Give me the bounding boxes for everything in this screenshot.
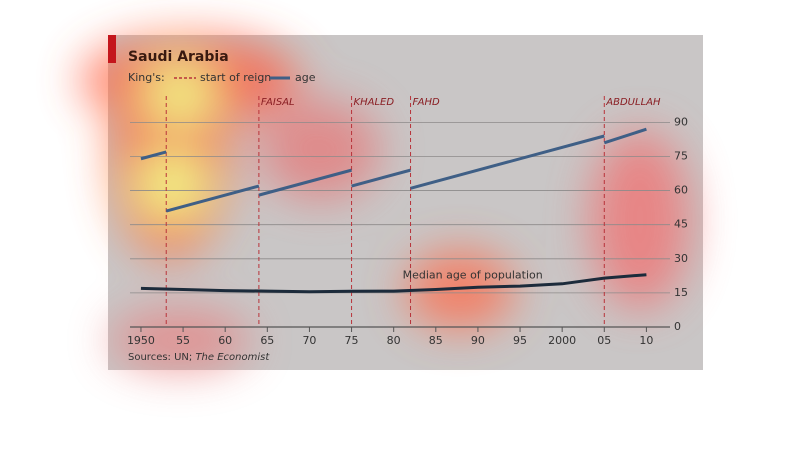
x-tick-label: 1950 <box>127 334 155 347</box>
x-tick-label: 85 <box>429 334 443 347</box>
x-tick-label: 70 <box>302 334 316 347</box>
y-tick-label: 90 <box>674 115 688 128</box>
reign-label: FAHD <box>413 97 441 108</box>
x-tick-label: 90 <box>471 334 485 347</box>
legend-label: start of reign <box>200 71 271 84</box>
series-label: Median age of population <box>403 269 543 282</box>
chart-title: Saudi Arabia <box>128 49 229 65</box>
heatmap <box>80 35 690 370</box>
x-tick-label: 75 <box>345 334 359 347</box>
x-tick-label: 65 <box>260 334 274 347</box>
x-tick-label: 05 <box>597 334 611 347</box>
series-line <box>140 273 647 294</box>
x-tick-label: 80 <box>387 334 401 347</box>
x-tick-label: 2000 <box>548 334 576 347</box>
y-tick-label: 45 <box>674 218 688 231</box>
reign-label: ABDULLAH <box>605 97 661 108</box>
y-tick-label: 75 <box>674 149 688 162</box>
y-tick-label: 0 <box>674 320 681 333</box>
y-tick-label: 30 <box>674 252 688 265</box>
source-prefix: Sources: UN; <box>128 352 195 363</box>
reign-label: FAISAL <box>261 97 295 108</box>
legend-prefix: King's: <box>128 71 165 84</box>
x-tick-label: 55 <box>176 334 190 347</box>
reign-label: KHALED <box>354 97 395 108</box>
accent-bar <box>108 35 116 63</box>
x-tick-label: 10 <box>639 334 653 347</box>
x-tick-label: 60 <box>218 334 232 347</box>
legend-label: age <box>295 71 316 84</box>
source: Sources: UN; The Economist <box>128 352 270 363</box>
source-name: The Economist <box>195 352 270 363</box>
x-tick-label: 95 <box>513 334 527 347</box>
y-tick-label: 15 <box>674 286 688 299</box>
series-line <box>140 127 647 213</box>
y-tick-label: 60 <box>674 184 688 197</box>
